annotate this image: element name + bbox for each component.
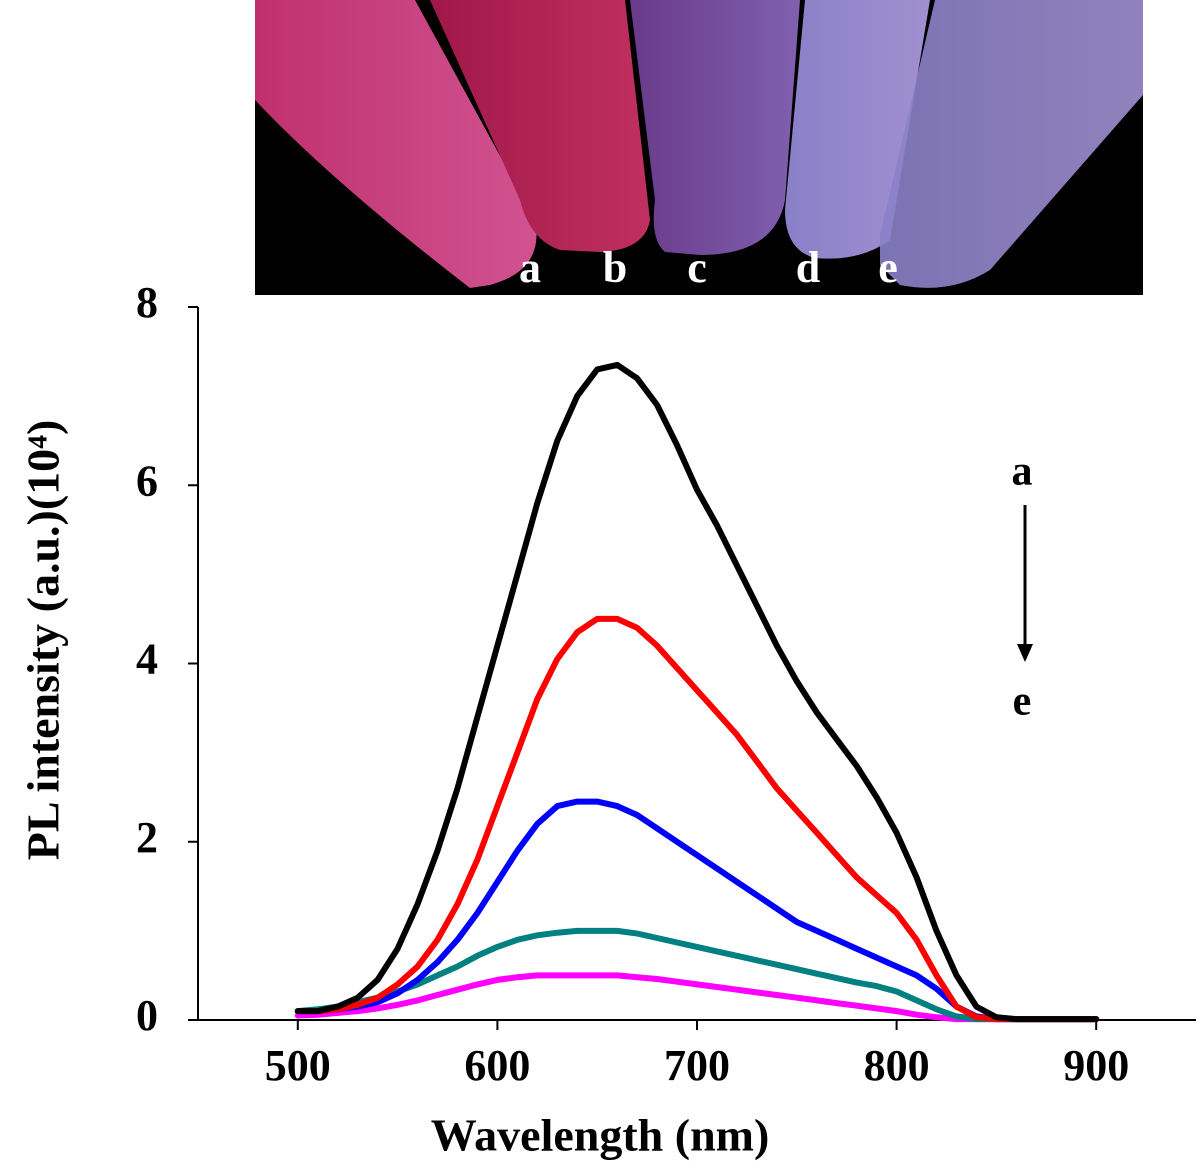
x-tick-label: 800 bbox=[864, 1041, 930, 1090]
y-tick-label: 0 bbox=[136, 991, 158, 1040]
y-tick-label: 6 bbox=[136, 456, 158, 505]
annotation: a bbox=[1012, 449, 1033, 495]
photo-label: d bbox=[796, 243, 820, 292]
arrow-head bbox=[1017, 644, 1033, 662]
y-tick-label: 4 bbox=[136, 635, 158, 684]
photo-label: e bbox=[878, 243, 898, 292]
photo-label: c bbox=[687, 243, 707, 292]
photo-label: a bbox=[519, 243, 541, 292]
series-line bbox=[294, 615, 1100, 1023]
annotation: e bbox=[1013, 679, 1032, 725]
y-tick-label: 8 bbox=[136, 278, 158, 327]
photo-inset bbox=[255, 0, 1143, 295]
y-tick-label: 2 bbox=[136, 813, 158, 862]
x-tick-label: 500 bbox=[265, 1041, 331, 1090]
x-tick-label: 900 bbox=[1063, 1041, 1129, 1090]
series-line bbox=[294, 927, 1100, 1023]
photo-label: b bbox=[603, 243, 627, 292]
x-tick-label: 700 bbox=[664, 1041, 730, 1090]
series-line bbox=[294, 361, 1100, 1023]
y-axis-label: PL intensity (a.u.)(10⁴) bbox=[18, 420, 69, 861]
x-axis-label: Wavelength (nm) bbox=[431, 1110, 770, 1161]
x-tick-label: 600 bbox=[464, 1041, 530, 1090]
